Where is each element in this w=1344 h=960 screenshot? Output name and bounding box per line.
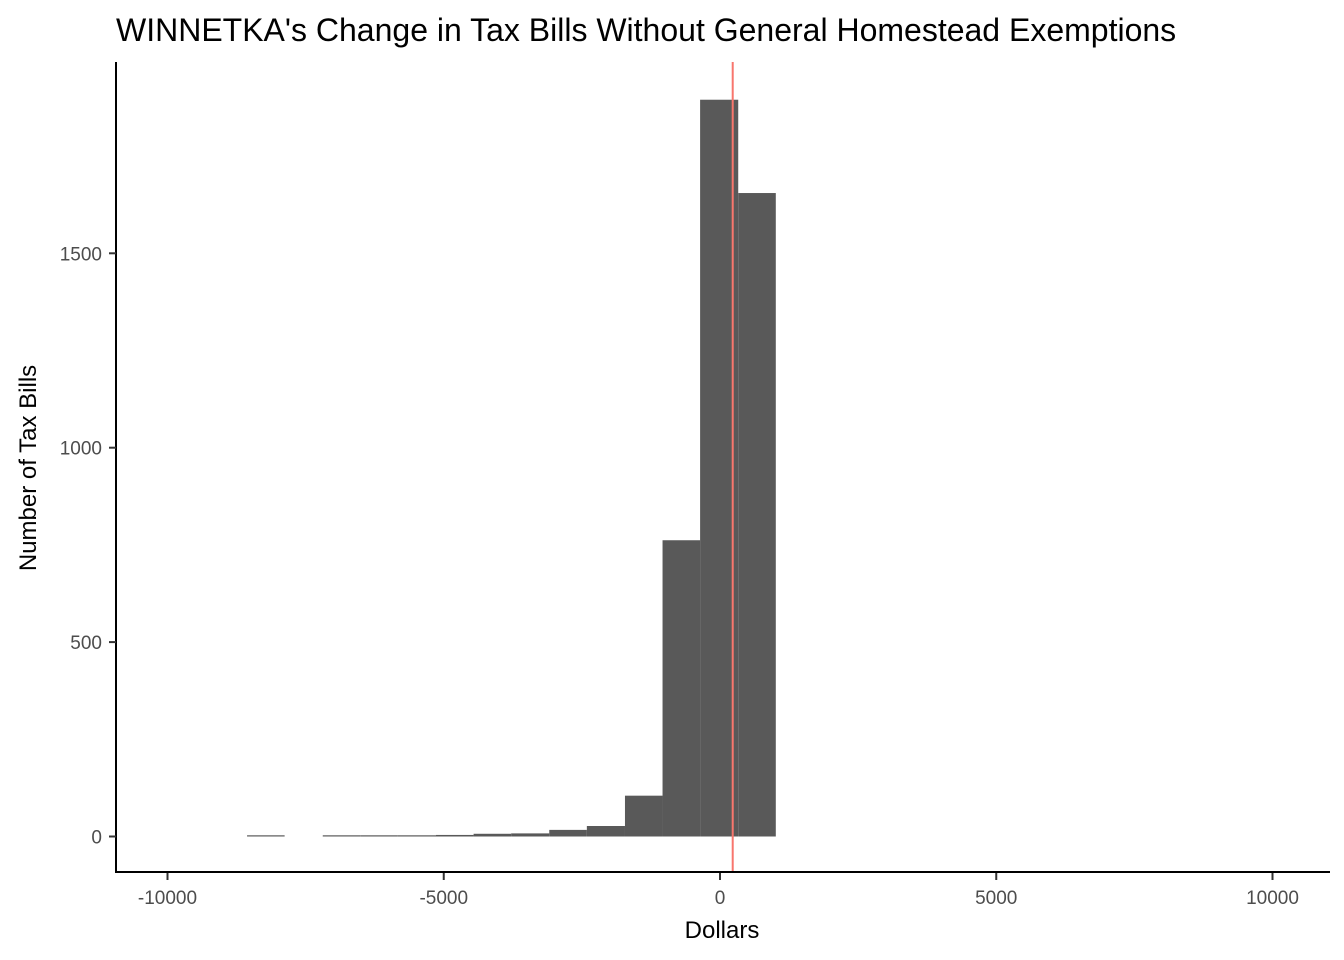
y-axis-title: Number of Tax Bills [15, 365, 42, 571]
histogram-bar-8 [586, 826, 625, 837]
histogram-bar-2 [360, 835, 398, 837]
x-axis-ticks: -10000 -5000 0 5000 10000 [138, 873, 1299, 909]
histogram-bar-3 [397, 835, 437, 837]
x-tick-label: -5000 [419, 888, 468, 909]
histogram-bar-7 [549, 829, 587, 837]
histogram-bar-6 [511, 833, 550, 837]
histogram-bar-9 [624, 795, 663, 837]
x-tick-label: 10000 [1246, 888, 1299, 909]
x-tick-label: 0 [715, 888, 726, 909]
histogram-bar-10 [662, 540, 701, 837]
x-axis-title: Dollars [685, 917, 760, 944]
y-axis-ticks: 0 500 1000 1500 [60, 244, 116, 849]
chart-title: WINNETKA's Change in Tax Bills Without G… [116, 12, 1176, 48]
y-tick-label: 0 [91, 828, 102, 849]
y-tick-label: 1500 [60, 244, 102, 265]
histogram-bars [247, 99, 776, 837]
x-tick-label: 5000 [975, 888, 1017, 909]
histogram-bar-1 [322, 835, 361, 837]
histogram-bar-5 [473, 833, 512, 837]
histogram-bar-12 [738, 193, 776, 837]
x-tick-label: -10000 [138, 888, 197, 909]
y-tick-label: 1000 [60, 439, 102, 460]
y-tick-label: 500 [70, 633, 102, 654]
histogram-bar-0 [247, 835, 285, 837]
histogram-bar-4 [436, 834, 474, 837]
